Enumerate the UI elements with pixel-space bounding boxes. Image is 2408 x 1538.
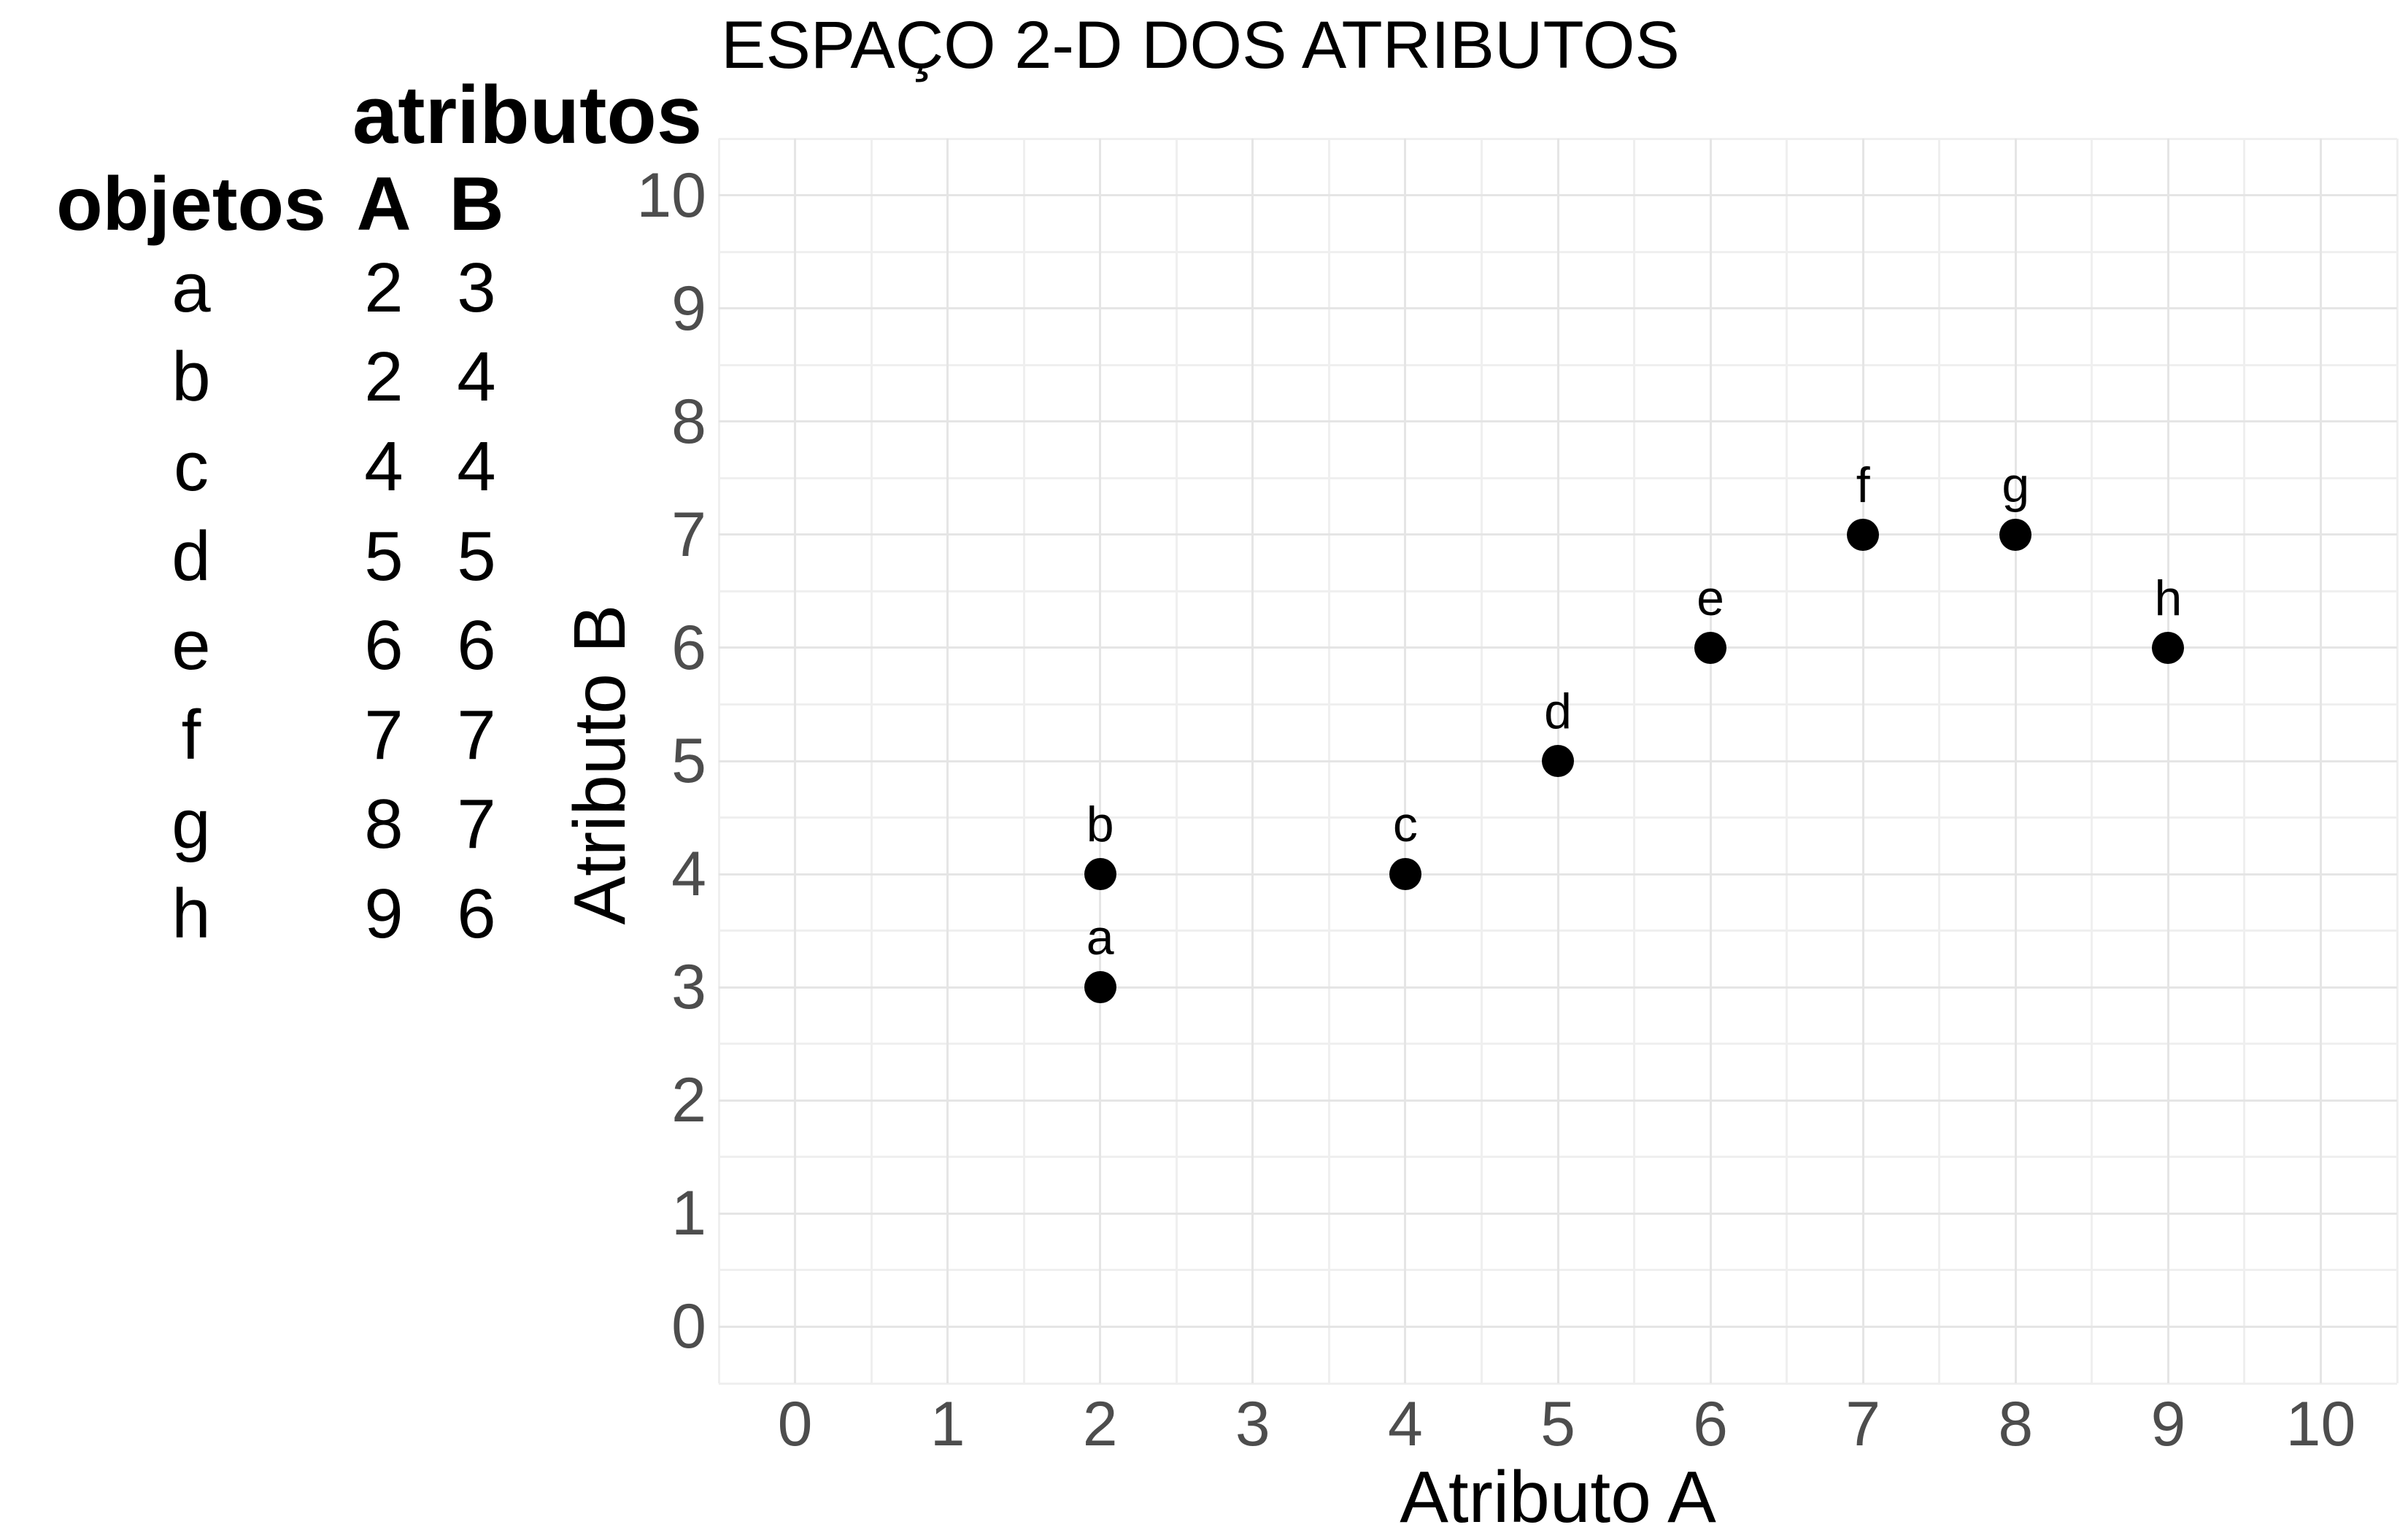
row-label: b	[171, 338, 211, 416]
grid-major-hline	[719, 1325, 2397, 1328]
y-tick-label: 0	[671, 1291, 706, 1362]
column-header-b: B	[449, 162, 504, 247]
x-tick-label: 9	[2150, 1389, 2186, 1459]
x-axis-title: Atributo A	[1400, 1456, 1716, 1538]
grid-major-hline	[719, 986, 2397, 989]
y-tick-label: 1	[671, 1178, 706, 1249]
column-header-objetos: objetos	[56, 162, 326, 247]
row-label: d	[171, 517, 211, 595]
row-value-a: 6	[364, 606, 404, 684]
data-point-e	[1694, 631, 1727, 664]
row-value-b: 6	[457, 606, 496, 684]
y-axis-title: Atributo B	[559, 604, 641, 925]
row-value-a: 7	[364, 696, 404, 774]
grid-major-hline	[719, 646, 2397, 649]
data-point-c	[1389, 858, 1421, 891]
y-tick-label: 3	[671, 952, 706, 1023]
point-label-e: e	[1697, 570, 1724, 626]
chart-title: ESPAÇO 2-D DOS ATRIBUTOS	[721, 8, 1680, 82]
point-label-d: d	[1544, 684, 1572, 739]
row-value-b: 7	[457, 696, 496, 774]
x-tick-label: 4	[1387, 1389, 1423, 1459]
grid-major-hline	[719, 1212, 2397, 1215]
x-tick-label: 10	[2285, 1389, 2356, 1459]
row-label: c	[174, 428, 209, 506]
point-label-a: a	[1086, 910, 1114, 966]
data-point-g	[1999, 518, 2032, 551]
column-header-a: A	[356, 162, 412, 247]
grid-major-hline	[719, 1099, 2397, 1102]
grid-minor-hline	[719, 1382, 2397, 1385]
y-tick-label: 4	[671, 839, 706, 910]
row-value-b: 4	[457, 338, 496, 416]
data-point-h	[2152, 631, 2185, 664]
table-group-header: atributos	[352, 69, 703, 161]
data-point-b	[1084, 858, 1116, 891]
row-value-a: 2	[364, 338, 404, 416]
y-tick-label: 7	[671, 499, 706, 570]
row-value-a: 9	[364, 875, 404, 953]
point-label-h: h	[2154, 570, 2183, 626]
row-value-b: 5	[457, 517, 496, 595]
y-tick-label: 6	[671, 612, 706, 683]
point-label-f: f	[1856, 457, 1870, 513]
y-tick-label: 8	[671, 386, 706, 457]
grid-major-hline	[719, 873, 2397, 876]
point-label-c: c	[1392, 797, 1418, 853]
row-value-a: 2	[364, 249, 404, 327]
grid-major-hline	[719, 307, 2397, 310]
x-tick-label: 8	[1998, 1389, 2034, 1459]
row-value-b: 3	[457, 249, 496, 327]
row-value-a: 5	[364, 517, 404, 595]
point-label-g: g	[2002, 457, 2030, 513]
row-label: h	[171, 875, 211, 953]
row-value-b: 6	[457, 875, 496, 953]
data-point-f	[1847, 518, 1880, 551]
grid-major-hline	[719, 533, 2397, 536]
point-label-b: b	[1086, 797, 1114, 853]
y-tick-label: 10	[636, 160, 706, 231]
row-label: e	[171, 606, 211, 684]
row-label: f	[181, 696, 201, 774]
grid-minor-vline	[2396, 139, 2399, 1383]
row-label: g	[171, 785, 211, 863]
row-value-b: 4	[457, 428, 496, 506]
plot-panel: a b c d e f g h	[717, 137, 2399, 1385]
row-value-a: 4	[364, 428, 404, 506]
x-tick-label: 3	[1235, 1389, 1270, 1459]
y-tick-label: 2	[671, 1065, 706, 1136]
y-tick-label: 5	[671, 726, 706, 796]
data-point-d	[1542, 745, 1574, 777]
x-tick-label: 0	[777, 1389, 813, 1459]
grid-major-hline	[719, 194, 2397, 197]
x-tick-label: 7	[1845, 1389, 1881, 1459]
row-value-a: 8	[364, 785, 404, 863]
x-tick-label: 1	[930, 1389, 965, 1459]
x-tick-label: 2	[1082, 1389, 1118, 1459]
data-point-a	[1084, 971, 1116, 1004]
grid-major-hline	[719, 420, 2397, 423]
row-value-b: 7	[457, 785, 496, 863]
row-label: a	[171, 249, 211, 327]
x-tick-label: 5	[1540, 1389, 1575, 1459]
x-tick-label: 6	[1693, 1389, 1728, 1459]
y-tick-label: 9	[671, 273, 706, 344]
